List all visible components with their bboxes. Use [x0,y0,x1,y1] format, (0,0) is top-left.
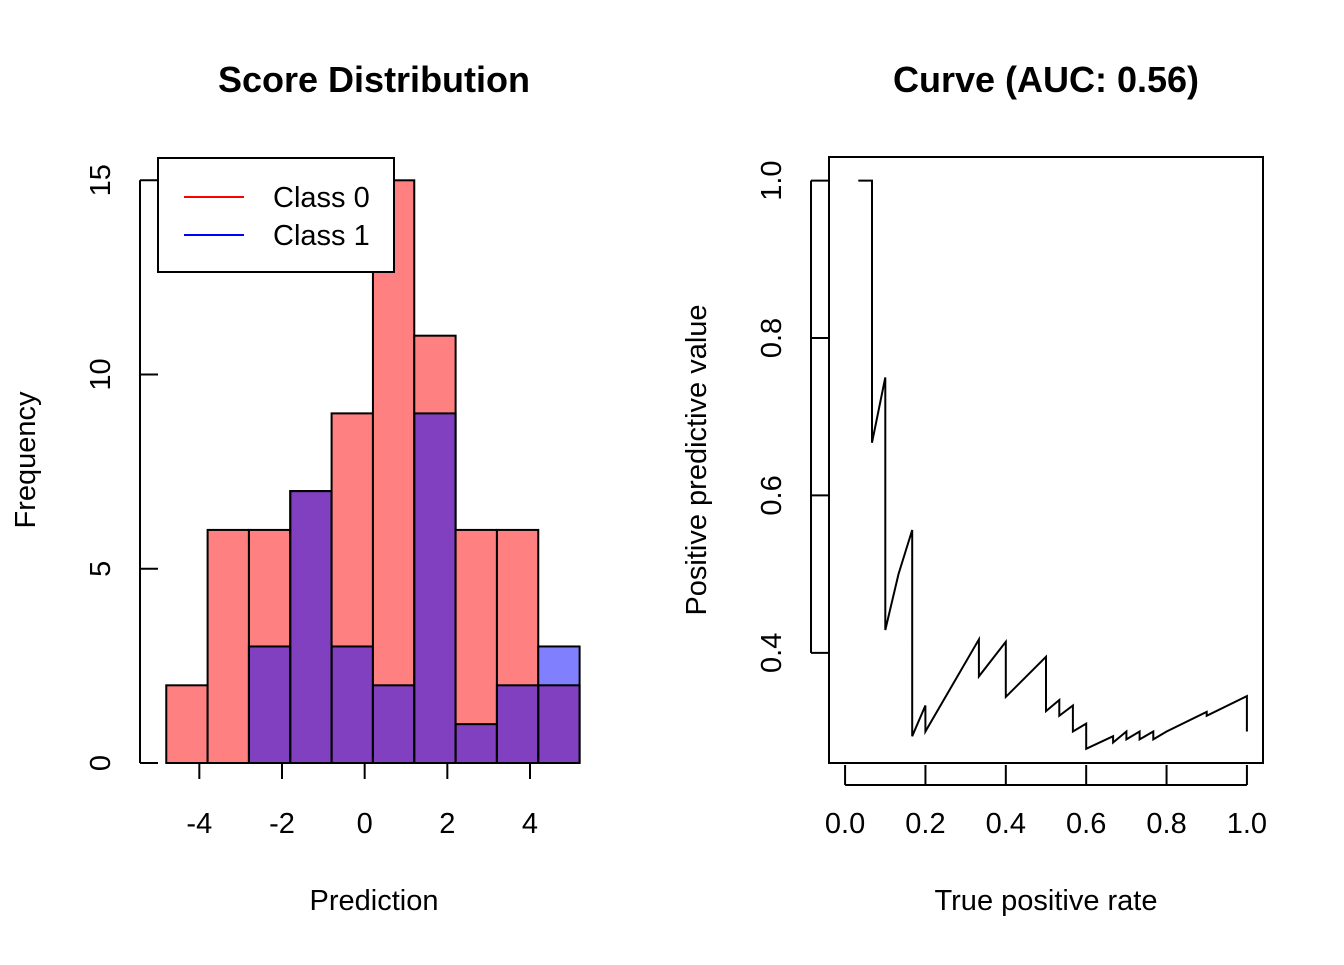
curve-y-axis: 0.4 0.6 0.8 1.0 [756,160,829,673]
histogram-y-tick-label: 15 [85,164,117,196]
histogram-x-tick-label: 4 [522,808,538,840]
histogram-bar-class-0 [414,335,456,414]
histogram-overlap-bar [248,646,291,763]
curve-x-axis: 0.0 0.2 0.4 0.6 0.8 1.0 [825,765,1267,840]
histogram-bar-class-0 [207,529,249,763]
histogram-x-tick-label: -2 [269,808,295,840]
histogram-overlap-bar [538,685,580,763]
legend-label-class-0: Class 0 [273,182,370,214]
histogram-overlap-bar [455,724,497,763]
curve-line [858,179,1248,751]
curve-panel: Curve (AUC: 0.56) 0.0 0.2 0.4 0.6 0.8 1.0 0.4… [681,59,1267,917]
histogram-x-axis: -4 -2 0 2 4 [186,762,538,840]
histogram-overlap-bar [372,685,415,763]
histogram-y-tick-label: 10 [85,358,117,390]
curve-plot-frame [828,156,1264,764]
histogram-x-tick-label: 2 [439,808,455,840]
legend-label-class-1: Class 1 [273,220,370,252]
histogram-x-tick-label: 0 [357,808,373,840]
histogram-bar-class-0 [248,529,291,647]
curve-y-tick-label: 1.0 [756,160,788,200]
curve-x-tick-label: 0.4 [986,808,1026,840]
histogram-bar-class-1 [538,646,580,686]
histogram-y-axis: 0 5 10 15 [85,164,158,771]
histogram-y-tick-label: 0 [85,755,117,771]
curve-x-tick-label: 0.2 [905,808,945,840]
curve-x-label: True positive rate [935,885,1158,917]
histogram-x-tick-label: -4 [186,808,212,840]
histogram-legend: Class 0 Class 1 [157,157,395,273]
histogram-bar-outline-class-1 [537,645,581,765]
histogram-y-tick-label: 5 [85,561,117,577]
histogram-y-label: Frequency [10,391,42,529]
curve-y-tick-label: 0.4 [756,633,788,673]
histogram-overlap-bar [331,646,373,763]
curve-x-tick-label: 0.8 [1146,808,1186,840]
histogram-bar-class-0 [496,529,539,686]
histogram-overlap-bar [496,685,539,763]
curve-x-tick-label: 1.0 [1227,808,1267,840]
curve-y-tick-label: 0.6 [756,475,788,515]
histogram-overlap-bar [290,491,332,763]
curve-x-tick-label: 0.0 [825,808,865,840]
histogram-panel: Score Distribution -4 -2 0 2 4 0 5 10 15 Predic… [10,59,581,917]
histogram-x-label: Prediction [310,885,439,917]
histogram-bar-class-0 [166,685,208,763]
legend-box [157,157,395,273]
curve-title: Curve (AUC: 0.56) [893,59,1199,100]
curve-x-tick-label: 0.6 [1066,808,1106,840]
histogram-bar-class-0 [455,529,497,725]
curve-y-label: Positive predictive value [681,304,713,615]
histogram-overlap-bar [414,413,456,763]
histogram-bar-class-0 [331,413,373,647]
histogram-title: Score Distribution [218,59,530,100]
curve-y-tick-label: 0.8 [756,318,788,358]
